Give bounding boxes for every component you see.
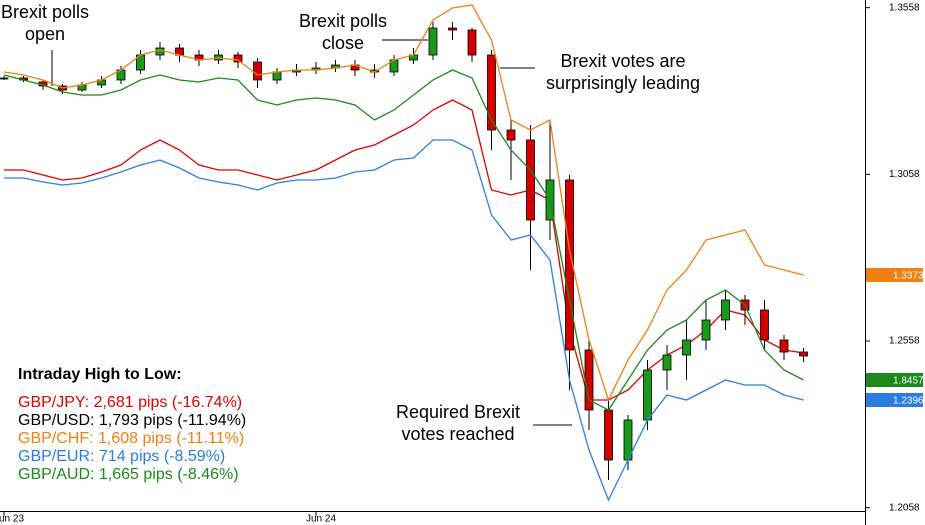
candle-body <box>272 71 282 81</box>
candle-body <box>721 299 730 321</box>
annotation: close <box>322 33 364 53</box>
candle-body <box>779 339 789 353</box>
legend-item: GBP/JPY: 2,681 pips (-16.74%) <box>18 394 242 411</box>
candle-body <box>155 47 165 56</box>
candle-body <box>487 54 496 131</box>
candle-body <box>526 139 535 221</box>
y-tick-label: 1.2058 <box>889 502 920 513</box>
x-tick-label: Jun 24 <box>306 514 336 525</box>
annotation: Required Brexit <box>396 402 520 422</box>
price-box <box>866 373 923 387</box>
candle-body <box>662 354 672 371</box>
legend-item: GBP/EUR: 714 pips (-8.59%) <box>18 448 225 465</box>
price-box <box>866 393 923 407</box>
annotation: Brexit polls <box>299 11 387 31</box>
y-tick-label: 1.3058 <box>889 169 920 180</box>
candle-body <box>233 54 243 63</box>
candle-body <box>799 351 808 357</box>
candle-body <box>506 129 516 141</box>
candle-body <box>760 309 769 341</box>
price-label: 1.2396 <box>893 396 924 407</box>
series-line <box>4 139 804 502</box>
price-box <box>866 268 923 282</box>
plot-area <box>0 4 808 502</box>
series-line <box>4 99 804 401</box>
annotation: open <box>25 24 65 44</box>
candle-body <box>604 409 613 461</box>
legend-title: Intraday High to Low: <box>18 366 182 383</box>
candle-body <box>428 27 438 56</box>
candle-body <box>253 61 262 81</box>
price-label: 1.3373 <box>893 271 924 282</box>
candle-body <box>467 29 477 56</box>
series-line <box>3 69 804 411</box>
legend-item: GBP/CHF: 1,608 pips (-11.11%) <box>18 430 244 447</box>
annotation: votes reached <box>401 424 514 444</box>
annotation: surprisingly leading <box>546 73 700 93</box>
candle-body <box>682 339 691 356</box>
candle-body <box>565 179 574 351</box>
legend-item: GBP/AUD: 1,665 pips (-8.46%) <box>18 466 239 483</box>
y-tick-label: 1.2558 <box>889 336 920 347</box>
legend-item: GBP/USD: 1,793 pips (-11.94%) <box>18 412 246 429</box>
candle-body <box>448 27 457 31</box>
price-label: 1.8457 <box>893 376 924 387</box>
y-tick-label: 1.3558 <box>889 2 920 13</box>
candle-body <box>643 369 652 421</box>
annotation: Brexit polls <box>1 2 89 22</box>
x-tick-label: Jun 23 <box>0 514 24 525</box>
candle-body <box>0 77 9 80</box>
annotation: Brexit votes are <box>560 51 685 71</box>
series-line <box>3 4 804 402</box>
candle-body <box>701 319 711 341</box>
